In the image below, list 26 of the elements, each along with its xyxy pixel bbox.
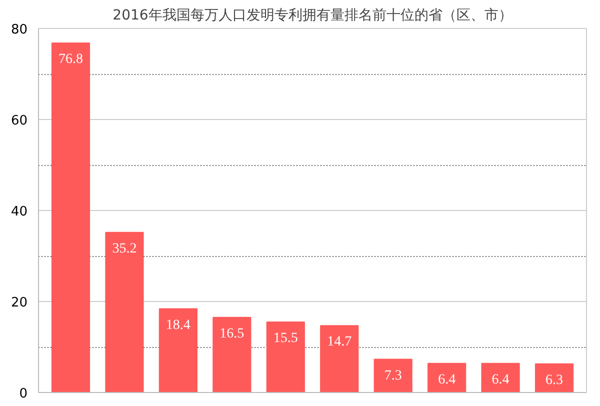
bar [51,42,90,392]
data-label: 35.2 [112,241,137,256]
data-label: 6.4 [492,372,510,388]
chart-title: 2016年我国每万人口发明专利拥有量排名前十位的省（区、市） [112,8,512,24]
bar [266,321,305,392]
bar [481,362,520,392]
bar [158,308,198,392]
bar [105,232,144,392]
data-label: 16.5 [220,326,244,342]
bar [428,362,466,392]
data-label: 6.3 [546,372,564,388]
y-tick-label: 40 [10,204,28,220]
data-label: 7.3 [384,368,402,384]
bar [374,358,412,392]
y-tick-label: 80 [10,22,28,38]
data-label: 18.4 [166,318,190,333]
y-tick-label: 20 [10,296,28,310]
data-label: 6.4 [438,372,456,388]
bar [212,316,252,392]
y-tick-label: 60 [10,114,28,128]
bar [320,325,359,392]
y-tick-label: 0 [19,386,28,402]
data-label: 14.7 [327,334,352,350]
bar [534,363,574,392]
data-label: 76.8 [58,52,83,68]
data-label: 15.5 [273,330,298,346]
